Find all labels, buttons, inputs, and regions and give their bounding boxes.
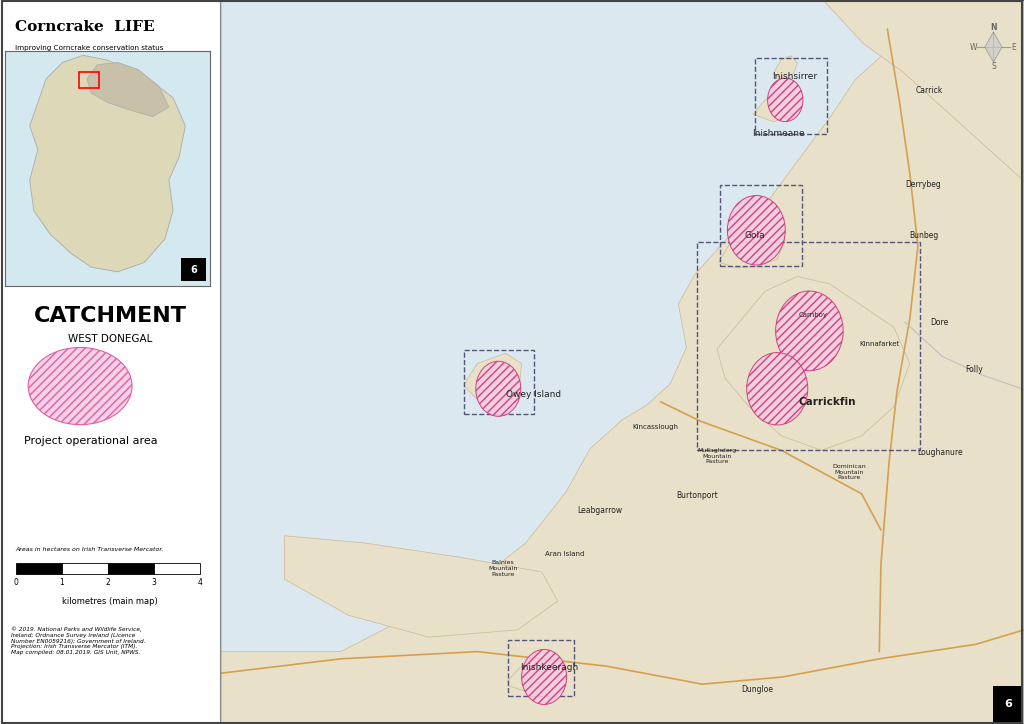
Bar: [15, 563, 61, 574]
Polygon shape: [717, 277, 910, 450]
Text: Inishsirrer: Inishsirrer: [772, 72, 817, 80]
Ellipse shape: [29, 348, 132, 425]
Text: Derrybeg: Derrybeg: [905, 180, 941, 189]
Text: 2: 2: [105, 578, 111, 587]
Text: Mullaghderg
Mountain
Pasture: Mullaghderg Mountain Pasture: [697, 448, 736, 464]
Polygon shape: [773, 56, 798, 78]
Polygon shape: [753, 93, 798, 122]
Text: 4: 4: [198, 578, 203, 587]
Polygon shape: [220, 0, 1024, 724]
Text: Dungloe: Dungloe: [741, 685, 773, 694]
Text: Inishmeane: Inishmeane: [753, 130, 805, 138]
Ellipse shape: [476, 361, 521, 416]
Text: Inishkeeragh: Inishkeeragh: [520, 663, 579, 672]
Polygon shape: [508, 660, 556, 691]
Text: 6: 6: [1004, 699, 1012, 710]
Text: 6: 6: [190, 264, 197, 274]
Text: Carrickfin: Carrickfin: [799, 397, 856, 407]
Polygon shape: [285, 536, 558, 637]
Ellipse shape: [727, 195, 785, 265]
Text: Kinnafarket: Kinnafarket: [859, 341, 899, 347]
Bar: [464, 350, 535, 414]
Text: Project operational area: Project operational area: [25, 436, 158, 446]
Text: Loughanure: Loughanure: [916, 448, 963, 457]
Text: Folly: Folly: [966, 365, 983, 374]
Bar: [697, 242, 921, 450]
Text: Owey Island: Owey Island: [506, 390, 561, 399]
Bar: [508, 640, 573, 696]
Text: Aran Island: Aran Island: [545, 551, 584, 557]
Text: E: E: [1011, 43, 1016, 51]
Text: N: N: [990, 23, 996, 33]
Text: Gola: Gola: [744, 231, 765, 240]
Polygon shape: [30, 56, 185, 272]
Bar: [755, 58, 827, 134]
Text: 1: 1: [59, 578, 65, 587]
Text: Carnboy: Carnboy: [799, 312, 827, 318]
Ellipse shape: [768, 78, 803, 122]
Polygon shape: [87, 62, 169, 117]
Bar: [993, 686, 1022, 723]
Ellipse shape: [521, 649, 566, 704]
Text: 0: 0: [13, 578, 18, 587]
Text: © 2019. National Parks and Wildlife Service,
Ireland; Ordnance Survey Ireland (L: © 2019. National Parks and Wildlife Serv…: [11, 626, 145, 655]
Text: S: S: [991, 62, 995, 71]
Ellipse shape: [775, 291, 843, 371]
Bar: [108, 563, 155, 574]
Polygon shape: [985, 32, 1002, 62]
Text: W: W: [970, 43, 977, 51]
Text: Bunbeg: Bunbeg: [909, 231, 938, 240]
Bar: [79, 72, 99, 88]
Text: Burtonport: Burtonport: [676, 492, 718, 500]
Text: 3: 3: [152, 578, 157, 587]
Bar: [61, 563, 108, 574]
Polygon shape: [464, 353, 521, 402]
Polygon shape: [823, 0, 1024, 181]
Text: Dore: Dore: [931, 318, 948, 327]
Text: WEST DONEGAL: WEST DONEGAL: [68, 334, 153, 345]
Text: Dominican
Mountain
Pasture: Dominican Mountain Pasture: [831, 464, 865, 480]
Bar: [181, 258, 206, 282]
Text: Leabgarrow: Leabgarrow: [577, 506, 623, 515]
Text: Areas in hectares on Irish Transverse Mercator.: Areas in hectares on Irish Transverse Me…: [15, 547, 164, 552]
Bar: [720, 185, 802, 266]
Text: Corncrake  LIFE: Corncrake LIFE: [15, 20, 155, 34]
Text: Kincasslough: Kincasslough: [633, 424, 679, 430]
Text: Balnies
Mountain
Pasture: Balnies Mountain Pasture: [488, 560, 518, 576]
Ellipse shape: [746, 353, 808, 425]
Bar: [155, 563, 201, 574]
Text: kilometres (main map): kilometres (main map): [62, 597, 158, 606]
Text: CATCHMENT: CATCHMENT: [34, 306, 186, 326]
Text: Carrick: Carrick: [915, 86, 943, 95]
Text: Improving Corncrake conservation status
in Ireland by the enhancement of the SPA: Improving Corncrake conservation status …: [15, 45, 166, 65]
Polygon shape: [719, 219, 785, 268]
